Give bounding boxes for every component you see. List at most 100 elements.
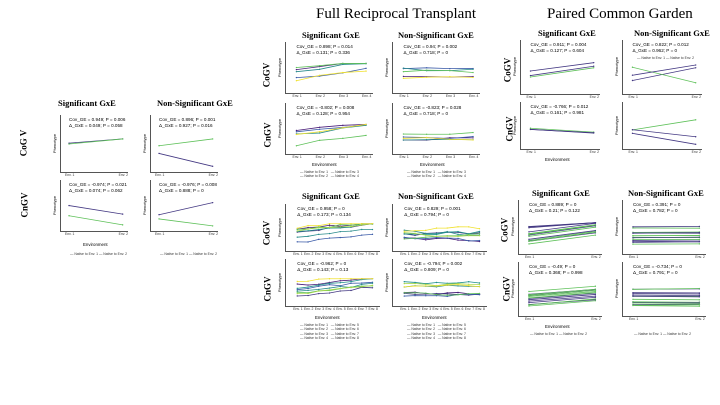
stat-line: Δ_GxE = 0.173; P = 0.134: [297, 211, 351, 217]
left-row-cngv: CnGV: [19, 192, 30, 218]
reaction-norm-point: [403, 280, 405, 283]
reaction-norm-point: [414, 294, 416, 297]
reaction-norm-line: [404, 292, 480, 296]
x-tick-label: Env. 5: [443, 307, 453, 311]
reaction-norm-plot: [403, 280, 481, 298]
reaction-norm-line: [404, 236, 480, 242]
x-tick-label: Env. 2: [315, 94, 325, 98]
reaction-norm-line: [632, 236, 700, 239]
reaction-norm-point: [295, 68, 298, 71]
stat-line: Cov_GE = 0.896; P = 0.001: [159, 117, 216, 122]
reaction-norm-point: [446, 227, 448, 229]
reaction-norm-point: [698, 296, 701, 298]
reaction-norm-point: [361, 234, 363, 236]
reaction-norm-line: [528, 222, 596, 228]
stat-line: Cov_GE = -0.49; P = 0: [528, 264, 576, 269]
reaction-norm-point: [403, 236, 405, 239]
reaction-norm-point: [468, 284, 470, 287]
reaction-norm-point: [295, 145, 298, 147]
x-tick-label: Env. 1: [293, 307, 303, 311]
reaction-norm-point: [318, 139, 321, 141]
reaction-norm-point: [339, 226, 341, 228]
stat-line: Δ_GxE = 0.127; P = 0.604: [530, 47, 585, 53]
reaction-norm-line: [296, 63, 367, 73]
reaction-norm-point: [468, 283, 470, 285]
reaction-norm-point: [365, 134, 367, 137]
reaction-norm-point: [632, 227, 634, 229]
stat-annotation: Cov_GE = 0.889; P = 0 Δ_GxE = 0.21; P = 0…: [529, 202, 580, 213]
reaction-norm-point: [594, 229, 597, 232]
reaction-norm-point: [295, 131, 298, 133]
reaction-norm-point: [361, 283, 363, 286]
reaction-norm-point: [632, 239, 634, 242]
y-axis-label: Phenotype: [384, 272, 390, 292]
reaction-norm-point: [361, 282, 363, 284]
stat-line: Δ_GxE = 0.368; P = 0.998: [528, 269, 583, 275]
stat-annotation: Cov_GE = 0.958; P = 0 Δ_GxE = 0.173; P = …: [297, 206, 351, 217]
x-tick-label: Env. 2: [411, 252, 421, 256]
reaction-norm-line: [528, 289, 596, 297]
reaction-norm-point: [457, 235, 459, 238]
reaction-norm-point: [307, 235, 309, 238]
reaction-norm-point: [425, 295, 427, 297]
reaction-norm-plot: [528, 285, 597, 307]
reaction-norm-point: [694, 64, 697, 66]
reaction-norm-point: [307, 292, 309, 295]
reaction-norm-point: [318, 229, 320, 232]
reaction-norm-point: [425, 67, 428, 69]
reaction-norm-point: [365, 67, 367, 70]
x-tick-label: Env. 7: [357, 252, 368, 256]
reaction-norm-point: [529, 74, 532, 77]
panel-pcg-top-ns-cngv: Phenotype Env. 1 Env. 2: [614, 102, 702, 154]
reaction-norm-point: [371, 284, 374, 287]
reaction-norm-point: [307, 230, 309, 232]
reaction-norm-point: [296, 289, 298, 291]
reaction-norm-point: [425, 238, 427, 240]
frt4-xlabel: Environment: [312, 162, 337, 167]
reaction-norm-point: [698, 231, 701, 234]
reaction-norm-point: [328, 287, 331, 289]
reaction-norm-point: [339, 227, 341, 229]
x-tick-label: Env. 4: [325, 252, 335, 256]
reaction-norm-point: [435, 293, 438, 296]
reaction-norm-point: [296, 290, 298, 292]
reaction-norm-point: [295, 76, 298, 79]
stat-line: Cov_GE = -0.766; P = 0.012: [530, 104, 589, 109]
reaction-norm-point: [435, 232, 438, 235]
reaction-norm-point: [446, 294, 448, 296]
reaction-norm-point: [403, 295, 405, 297]
x-tick-label: Env. 2: [118, 232, 128, 236]
reaction-norm-point: [468, 233, 470, 236]
stat-line: Cov_GE = -0.823; P = 0.028: [403, 105, 462, 110]
reaction-norm-point: [307, 294, 309, 297]
reaction-norm-line: [528, 291, 596, 297]
reaction-norm-point: [468, 293, 470, 295]
reaction-norm-point: [425, 69, 428, 71]
reaction-norm-point: [371, 287, 374, 289]
reaction-norm-point: [296, 236, 298, 238]
reaction-norm-point: [318, 126, 321, 128]
left-ns-title: Non-Significant GxE: [157, 98, 233, 108]
reaction-norm-plot: [529, 127, 595, 134]
frt8-ns-title: Non-Significant GxE: [398, 191, 474, 201]
reaction-norm-point: [632, 232, 634, 234]
reaction-norm-plot: [158, 201, 214, 227]
reaction-norm-point: [328, 282, 331, 285]
x-tick-label: Env. 2: [208, 173, 218, 177]
reaction-norm-point: [446, 230, 448, 233]
reaction-norm-point: [632, 226, 634, 228]
reaction-norm-point: [698, 299, 701, 301]
reaction-norm-point: [425, 136, 428, 139]
reaction-norm-point: [446, 295, 448, 298]
reaction-norm-point: [318, 131, 321, 133]
reaction-norm-point: [425, 293, 427, 295]
frt8-row-cogv: CoGV: [261, 220, 272, 246]
x-tick-label: Env. 2: [695, 255, 705, 259]
reaction-norm-point: [295, 133, 298, 136]
stat-line: Cov_GE = -0.974; P = 0.021: [69, 182, 127, 187]
reaction-norm-point: [425, 239, 427, 241]
reaction-norm-point: [211, 225, 214, 227]
y-axis-label: Phenotype: [512, 115, 518, 135]
